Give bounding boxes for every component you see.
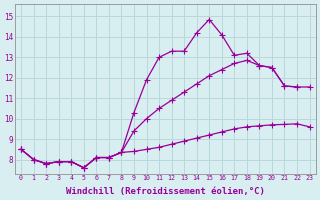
X-axis label: Windchill (Refroidissement éolien,°C): Windchill (Refroidissement éolien,°C)	[66, 187, 265, 196]
